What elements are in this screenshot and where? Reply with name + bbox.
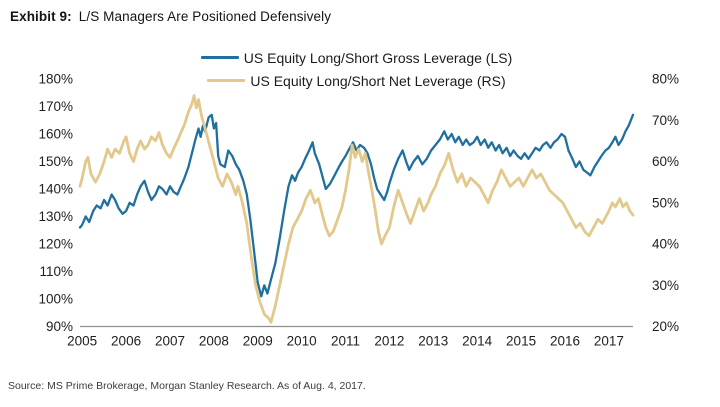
right-axis-tick-label: 30% (652, 278, 679, 293)
left-axis-tick-label: 160% (38, 127, 73, 142)
x-axis-tick-label: 2016 (550, 334, 580, 349)
left-axis-tick-label: 90% (46, 319, 73, 334)
x-axis-tick-label: 2014 (462, 334, 493, 349)
x-axis-tick-label: 2010 (287, 334, 317, 349)
left-axis-tick-label: 100% (38, 292, 73, 307)
right-axis-tick-label: 60% (652, 154, 679, 169)
left-axis-tick-label: 150% (38, 154, 73, 169)
legend-item-gross: US Equity Long/Short Gross Leverage (LS) (200, 46, 513, 69)
x-axis-tick-label: 2009 (243, 334, 273, 349)
right-axis-tick-label: 40% (652, 237, 679, 252)
x-axis-tick-label: 2017 (594, 334, 624, 349)
x-axis-tick-label: 2015 (506, 334, 536, 349)
right-axis-tick-label: 50% (652, 195, 679, 210)
legend-label-gross: US Equity Long/Short Gross Leverage (LS) (243, 49, 513, 66)
right-axis-tick-label: 80% (652, 72, 679, 87)
left-axis-tick-label: 180% (38, 72, 73, 87)
left-axis-tick-label: 170% (38, 99, 73, 114)
right-axis-tick-label: 70% (652, 113, 679, 128)
source-note: Source: MS Prime Brokerage, Morgan Stanl… (8, 380, 366, 392)
x-axis-tick-label: 2013 (418, 334, 448, 349)
x-axis-tick-label: 2012 (374, 334, 404, 349)
x-axis-tick-label: 2007 (155, 334, 185, 349)
exhibit-title-text: L/S Managers Are Positioned Defensively (78, 9, 332, 24)
gross-line-swatch-icon (200, 56, 239, 59)
left-axis-tick-label: 110% (39, 264, 73, 279)
legend-item-net: US Equity Long/Short Net Leverage (RS) (207, 69, 506, 92)
x-axis-tick-label: 2005 (67, 334, 97, 349)
exhibit-number: Exhibit 9: (10, 9, 72, 24)
legend: US Equity Long/Short Gross Leverage (LS)… (80, 46, 633, 92)
right-axis-tick-label: 20% (652, 319, 679, 334)
x-axis-tick-label: 2008 (199, 334, 229, 349)
left-axis-tick-label: 130% (38, 209, 73, 224)
left-axis-tick-label: 140% (38, 182, 73, 197)
legend-label-net: US Equity Long/Short Net Leverage (RS) (250, 72, 506, 89)
page-title: Exhibit 9: L/S Managers Are Positioned De… (10, 9, 331, 24)
x-axis-tick-label: 2011 (331, 334, 360, 349)
x-axis-tick-label: 2006 (111, 334, 141, 349)
net-line-swatch-icon (207, 79, 246, 82)
series-line-net (78, 94, 635, 324)
left-axis-tick-label: 120% (38, 237, 73, 252)
